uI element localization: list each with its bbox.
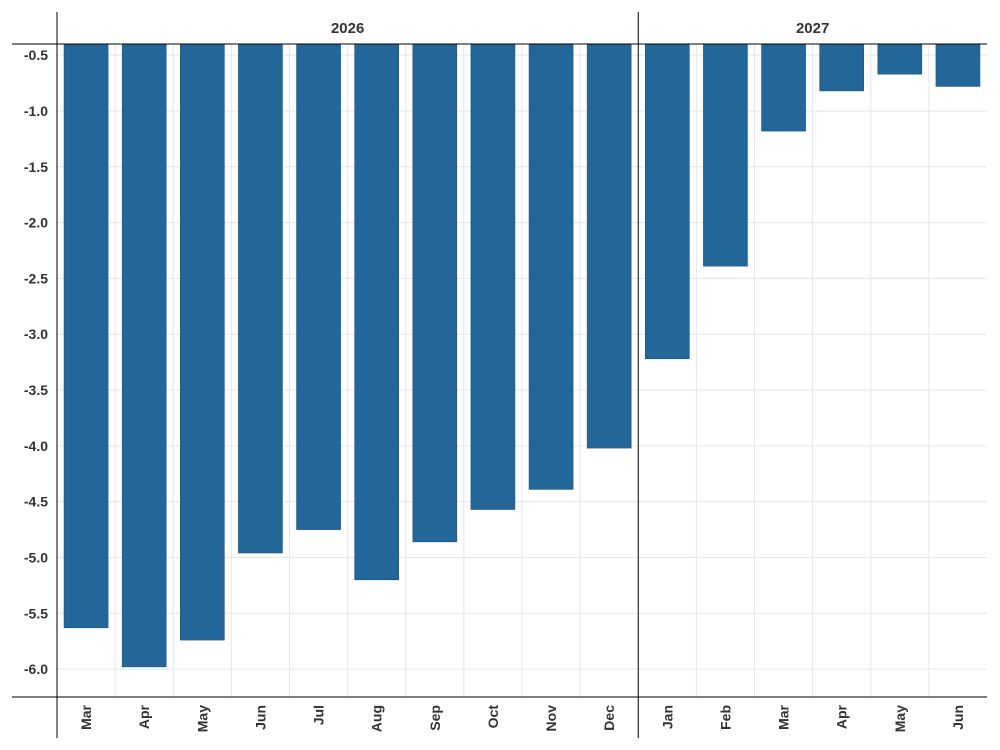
x-tick-label: Apr xyxy=(834,704,850,729)
bar-2027-May xyxy=(877,43,923,75)
y-tick-label: -4.5 xyxy=(24,494,48,510)
x-tick-label: Jun xyxy=(252,705,268,730)
x-tick-label: Sep xyxy=(427,705,443,731)
bar-2026-Oct xyxy=(470,43,516,510)
bar-2026-Mar xyxy=(63,43,109,629)
y-tick-label: -2.0 xyxy=(24,215,48,231)
x-tick-label: Jan xyxy=(659,705,675,729)
x-tick-label: Oct xyxy=(485,705,501,729)
y-tick-label: -1.0 xyxy=(24,103,48,119)
bar-2027-Jan xyxy=(645,43,690,360)
panel-label-2027: 2027 xyxy=(796,20,829,37)
y-tick-label: -5.0 xyxy=(24,549,48,565)
bar-2026-May xyxy=(180,43,225,641)
y-tick-label: -3.5 xyxy=(24,382,48,398)
x-tick-label: May xyxy=(892,705,908,732)
panel-label-2026: 2026 xyxy=(331,20,364,37)
bar-2027-Apr xyxy=(819,43,864,92)
bar-2026-Sep xyxy=(412,43,458,543)
y-tick-label: -6.0 xyxy=(24,661,48,677)
bar-2026-Jun xyxy=(238,43,283,554)
x-tick-label: Aug xyxy=(369,705,385,732)
bar-2026-Aug xyxy=(354,43,399,581)
x-tick-label: Mar xyxy=(776,704,792,729)
x-tick-label: May xyxy=(194,705,210,732)
y-tick-label: -4.0 xyxy=(24,438,48,454)
y-tick-label: -1.5 xyxy=(24,159,48,175)
bar-2027-Mar xyxy=(761,43,806,132)
y-tick-label: -3.0 xyxy=(24,326,48,342)
x-tick-label: Mar xyxy=(78,704,94,729)
bar-2026-Dec xyxy=(586,43,632,449)
bar-2027-Feb xyxy=(703,43,748,267)
x-tick-label: Jun xyxy=(950,705,966,730)
bar-2027-Jun xyxy=(935,43,981,87)
y-tick-label: -5.5 xyxy=(24,605,48,621)
label-layer: -0.5 -1.0 -1.5 -2.0 -2.5 -3.0 -3.5 -4.0 -4.5 -5.0… xyxy=(24,20,966,732)
x-tick-label: Apr xyxy=(136,704,152,729)
bar-2026-Nov xyxy=(528,43,574,490)
x-tick-label: Feb xyxy=(717,705,733,730)
x-tick-label: Jul xyxy=(311,705,327,725)
y-tick-label: -2.5 xyxy=(24,270,48,286)
x-tick-label: Dec xyxy=(601,705,617,731)
y-tick-label: -0.5 xyxy=(24,47,48,63)
axis-layer xyxy=(12,12,987,738)
x-tick-label: Nov xyxy=(543,705,559,732)
bar-2026-Jul xyxy=(296,43,341,530)
bar-2026-Apr xyxy=(121,43,167,668)
bar-layer xyxy=(63,43,981,668)
